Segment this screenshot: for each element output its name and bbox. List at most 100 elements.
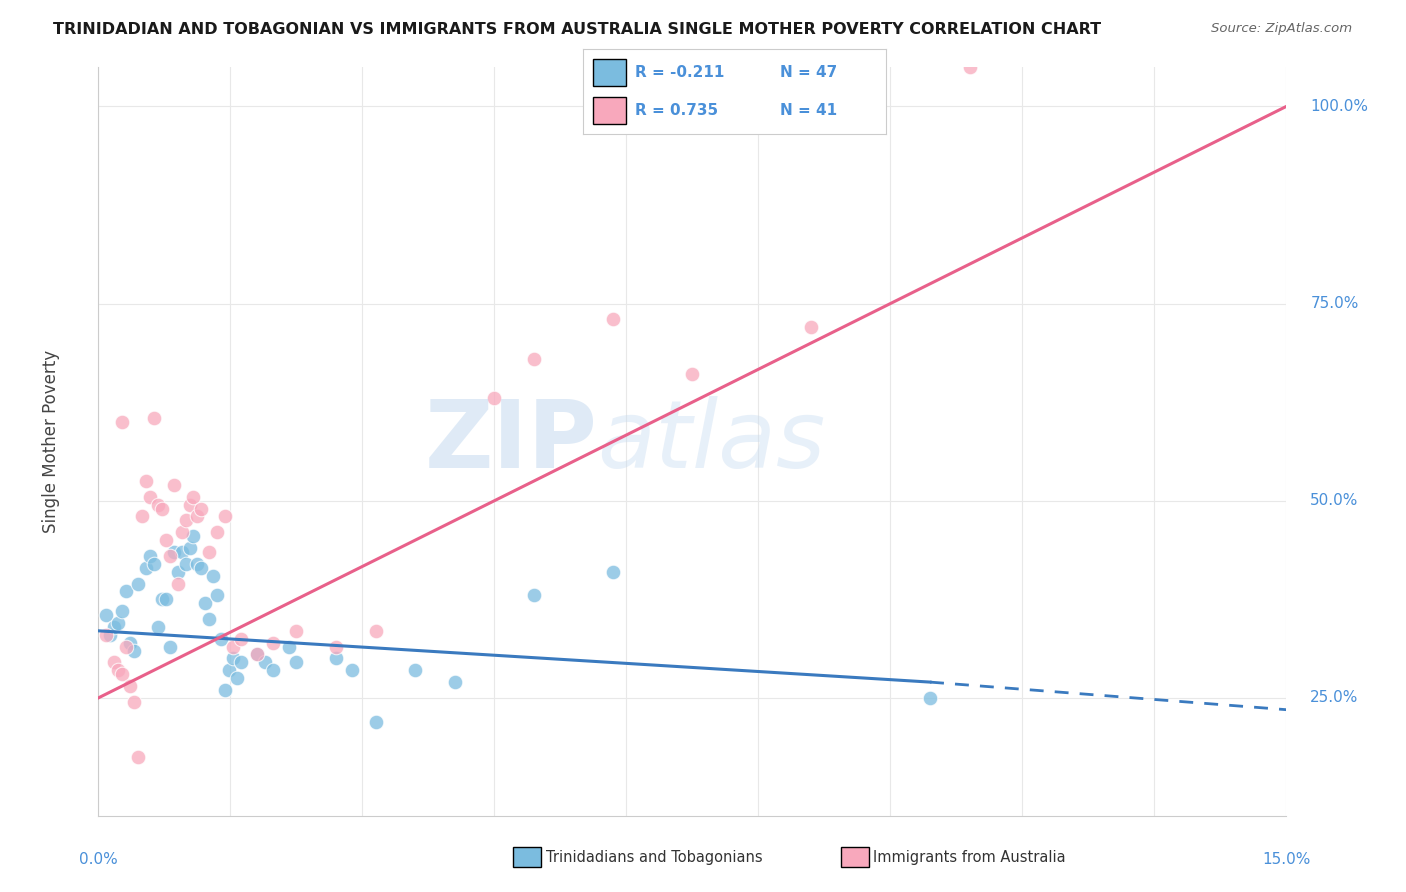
Point [229,632,252,646]
Point [135,560,157,574]
Text: ZIP: ZIP [425,395,598,488]
Point [681,368,703,382]
Point [222,651,245,665]
Point [325,651,347,665]
Point [107,615,129,630]
Point [127,750,149,764]
Point [115,640,138,654]
Point [183,490,205,504]
Point [166,576,188,591]
FancyBboxPatch shape [592,59,626,87]
Point [155,592,177,607]
Point [170,525,193,540]
Point [174,513,197,527]
Point [150,592,173,607]
Point [150,501,173,516]
Point [190,560,212,574]
Point [179,541,201,555]
Point [115,584,138,599]
FancyBboxPatch shape [592,96,626,124]
Point [120,635,142,649]
Point [285,656,308,670]
Point [920,690,942,705]
Point [96,608,118,623]
Point [959,60,981,74]
Point [127,576,149,591]
Text: 100.0%: 100.0% [1310,99,1368,114]
Text: Immigrants from Australia: Immigrants from Australia [873,850,1066,864]
Text: 0.0%: 0.0% [79,852,118,867]
Point [103,620,125,634]
Text: Trinidadians and Tobagonians: Trinidadians and Tobagonians [546,850,762,864]
Point [340,663,363,677]
Point [186,509,208,524]
Text: 25.0%: 25.0% [1310,690,1358,706]
Point [166,565,188,579]
Point [484,391,506,405]
Point [183,529,205,543]
Point [246,648,269,662]
Text: N = 41: N = 41 [780,103,837,118]
Point [444,675,467,690]
Point [179,498,201,512]
Point [364,714,387,729]
Point [163,545,186,559]
Point [155,533,177,548]
Point [229,656,252,670]
Text: Single Mother Poverty: Single Mother Poverty [42,350,60,533]
Point [107,663,129,677]
Point [146,620,169,634]
Point [122,695,145,709]
Point [198,612,221,626]
Point [98,628,121,642]
Point [103,656,125,670]
Point [122,643,145,657]
Point [202,568,225,582]
Text: R = 0.735: R = 0.735 [636,103,718,118]
Point [209,632,232,646]
Point [111,604,134,618]
Point [285,624,308,638]
Text: N = 47: N = 47 [780,65,837,80]
Point [174,557,197,571]
Point [142,557,165,571]
Point [523,588,546,602]
Point [602,565,624,579]
Point [364,624,387,638]
Point [111,415,134,429]
Point [186,557,208,571]
Point [207,525,229,540]
Text: TRINIDADIAN AND TOBAGONIAN VS IMMIGRANTS FROM AUSTRALIA SINGLE MOTHER POVERTY CO: TRINIDADIAN AND TOBAGONIAN VS IMMIGRANTS… [53,22,1101,37]
Point [222,640,245,654]
Point [218,663,240,677]
Point [139,549,162,563]
Text: atlas: atlas [598,396,825,487]
Point [135,474,157,488]
Point [246,648,269,662]
Point [325,640,347,654]
Text: 50.0%: 50.0% [1310,493,1358,508]
Point [163,478,186,492]
Point [277,640,299,654]
Point [190,501,212,516]
Point [120,679,142,693]
Point [226,671,249,685]
Point [253,656,276,670]
Point [404,663,426,677]
Text: 75.0%: 75.0% [1310,296,1358,311]
Point [170,545,193,559]
Point [96,628,118,642]
Point [214,683,236,698]
Point [111,667,134,681]
Point [159,549,181,563]
Point [262,663,284,677]
Point [198,545,221,559]
Point [214,509,236,524]
Text: 15.0%: 15.0% [1263,852,1310,867]
Point [523,351,546,366]
Point [139,490,162,504]
Point [131,509,153,524]
Point [207,588,229,602]
Point [800,320,823,334]
Point [262,635,284,649]
